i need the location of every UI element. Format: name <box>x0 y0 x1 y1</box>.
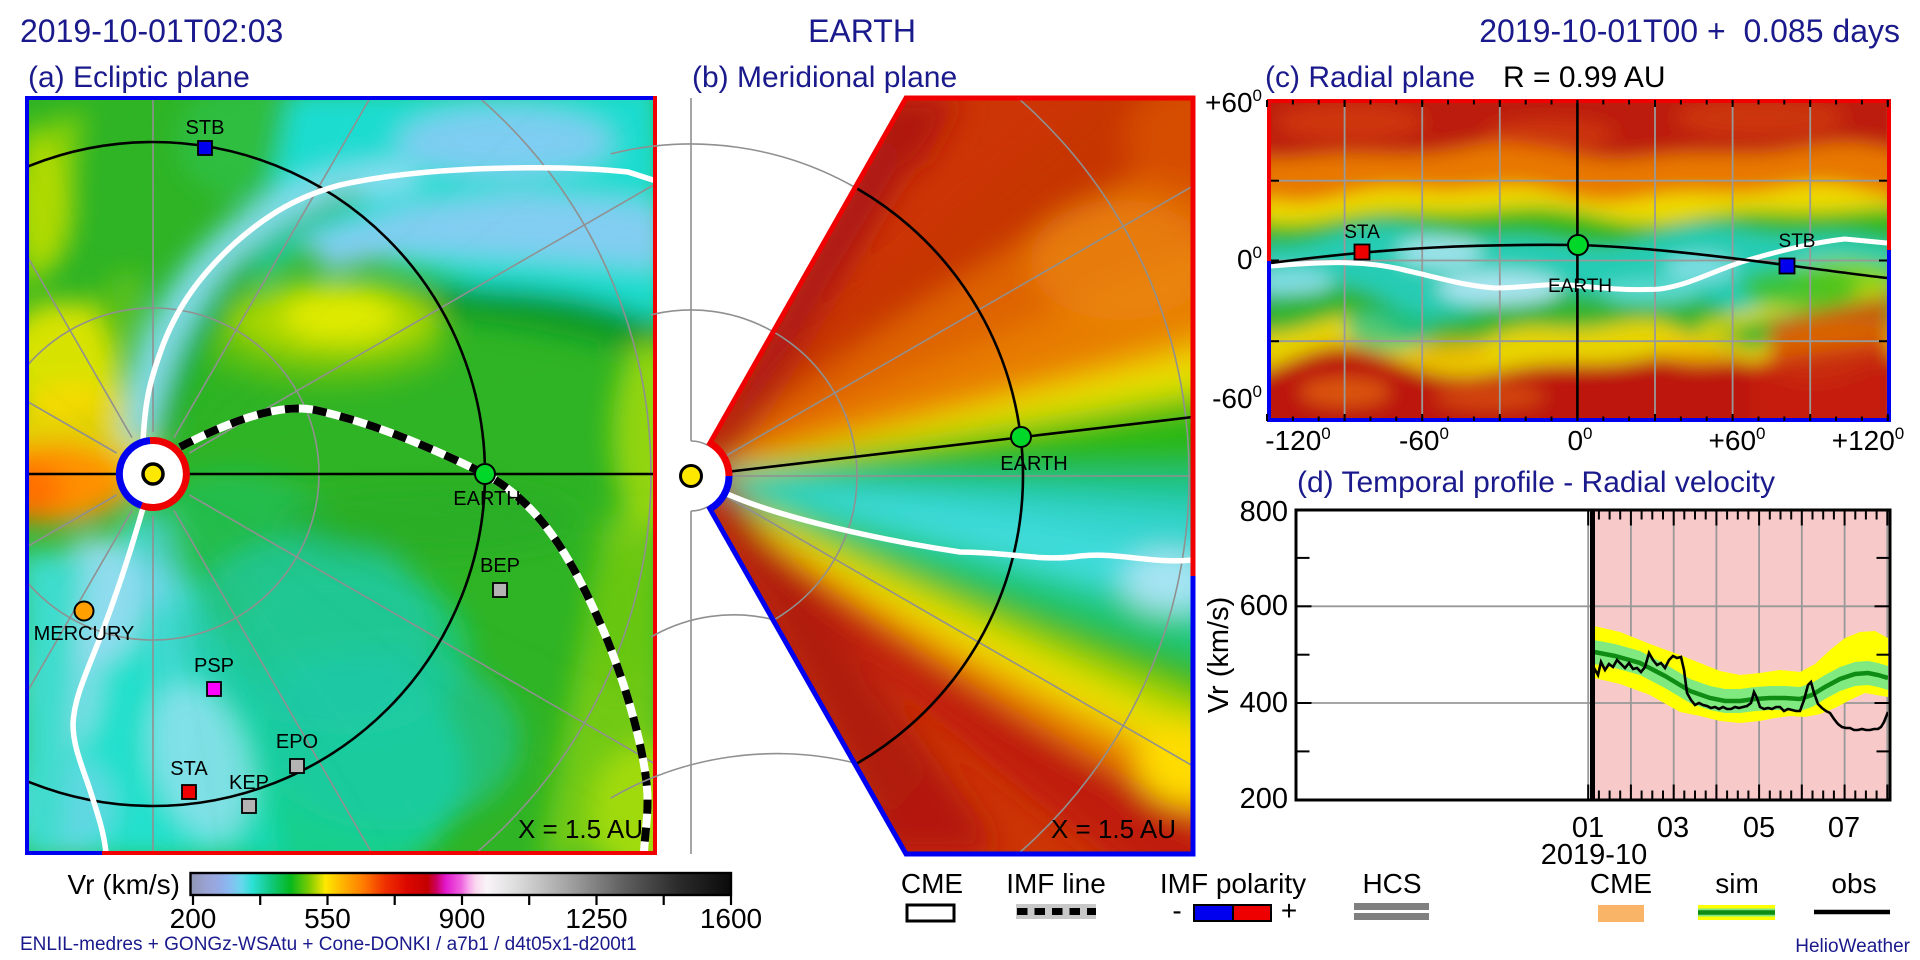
svg-text:X = 1.5 AU: X = 1.5 AU <box>1051 814 1176 844</box>
svg-text:00: 00 <box>1237 243 1262 275</box>
svg-text:Vr (km/s): Vr (km/s) <box>1203 597 1235 714</box>
svg-text:EARTH: EARTH <box>1548 276 1612 297</box>
svg-text:R = 0.99 AU: R = 0.99 AU <box>1503 61 1666 94</box>
svg-text:+600: +600 <box>1205 86 1262 118</box>
svg-text:EPO: EPO <box>276 731 318 753</box>
svg-text:IMF line: IMF line <box>1006 868 1106 899</box>
svg-text:(c) Radial plane: (c) Radial plane <box>1265 61 1475 94</box>
svg-text:HCS: HCS <box>1362 868 1421 899</box>
svg-text:800: 800 <box>1240 496 1288 528</box>
svg-text:STA: STA <box>170 758 208 780</box>
svg-text:00: 00 <box>1567 424 1592 456</box>
svg-text:ENLIL-medres + GONGz-WSAtu + C: ENLIL-medres + GONGz-WSAtu + Cone-DONKI … <box>20 934 637 955</box>
svg-text:400: 400 <box>1240 687 1288 719</box>
svg-text:Vr (km/s): Vr (km/s) <box>68 869 181 900</box>
svg-text:-600: -600 <box>1399 424 1449 456</box>
svg-text:200: 200 <box>1240 783 1288 815</box>
svg-text:STB: STB <box>1779 231 1816 252</box>
svg-text:03: 03 <box>1657 812 1689 844</box>
svg-text:200: 200 <box>170 903 217 934</box>
svg-text:+1200: +1200 <box>1832 424 1905 456</box>
svg-text:KEP: KEP <box>229 772 269 794</box>
svg-text:-1200: -1200 <box>1265 424 1331 456</box>
svg-text:600: 600 <box>1240 590 1288 622</box>
svg-text:EARTH: EARTH <box>1000 453 1067 475</box>
svg-text:01: 01 <box>1572 812 1604 844</box>
svg-text:-: - <box>1172 895 1181 926</box>
svg-text:550: 550 <box>304 903 351 934</box>
svg-text:1250: 1250 <box>565 903 627 934</box>
svg-text:HelioWeather: HelioWeather <box>1795 936 1910 957</box>
svg-text:1600: 1600 <box>700 903 762 934</box>
svg-text:sim: sim <box>1715 868 1759 899</box>
svg-text:900: 900 <box>439 903 486 934</box>
svg-text:2019-10-01T02:03: 2019-10-01T02:03 <box>20 13 283 49</box>
svg-text:BEP: BEP <box>480 555 520 577</box>
svg-text:(a) Ecliptic plane: (a) Ecliptic plane <box>28 61 250 94</box>
svg-text:2019-10-01T00 + 0.085 days: 2019-10-01T00 + 0.085 days <box>1479 13 1900 49</box>
svg-text:07: 07 <box>1828 812 1860 844</box>
svg-text:(b) Meridional plane: (b) Meridional plane <box>692 61 957 94</box>
svg-text:MERCURY: MERCURY <box>34 623 135 645</box>
svg-text:X = 1.5 AU: X = 1.5 AU <box>518 814 643 844</box>
svg-text:(d) Temporal profile - Radial: (d) Temporal profile - Radial velocity <box>1297 466 1775 499</box>
svg-text:IMF polarity: IMF polarity <box>1160 868 1306 899</box>
svg-text:-600: -600 <box>1212 382 1262 414</box>
svg-text:+: + <box>1281 895 1297 926</box>
svg-text:EARTH: EARTH <box>808 13 916 49</box>
svg-text:PSP: PSP <box>194 655 234 677</box>
svg-text:EARTH: EARTH <box>453 488 520 510</box>
svg-text:05: 05 <box>1743 812 1775 844</box>
svg-text:CME: CME <box>901 868 963 899</box>
svg-text:STA: STA <box>1344 222 1380 243</box>
svg-text:obs: obs <box>1831 868 1876 899</box>
svg-text:+600: +600 <box>1709 424 1766 456</box>
svg-text:STB: STB <box>186 117 225 139</box>
svg-text:2019-10: 2019-10 <box>1541 839 1647 871</box>
svg-text:CME: CME <box>1590 868 1652 899</box>
